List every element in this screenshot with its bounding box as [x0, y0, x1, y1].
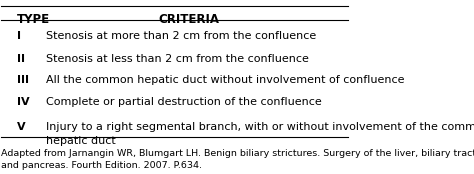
Text: Stenosis at less than 2 cm from the confluence: Stenosis at less than 2 cm from the conf…: [46, 54, 310, 64]
Text: IV: IV: [17, 97, 30, 107]
Text: TYPE: TYPE: [17, 13, 50, 26]
Text: Injury to a right segmental branch, with or without involvement of the common
he: Injury to a right segmental branch, with…: [46, 122, 474, 145]
Text: CRITERIA: CRITERIA: [158, 13, 219, 26]
Text: III: III: [17, 75, 29, 85]
Text: I: I: [17, 31, 21, 41]
Text: Complete or partial destruction of the confluence: Complete or partial destruction of the c…: [46, 97, 322, 107]
Text: Stenosis at more than 2 cm from the confluence: Stenosis at more than 2 cm from the conf…: [46, 31, 317, 41]
Text: Adapted from Jarnangin WR, Blumgart LH. Benign biliary strictures. Surgery of th: Adapted from Jarnangin WR, Blumgart LH. …: [1, 149, 474, 169]
Text: V: V: [17, 122, 26, 132]
Text: II: II: [17, 54, 25, 64]
Text: All the common hepatic duct without involvement of confluence: All the common hepatic duct without invo…: [46, 75, 405, 85]
